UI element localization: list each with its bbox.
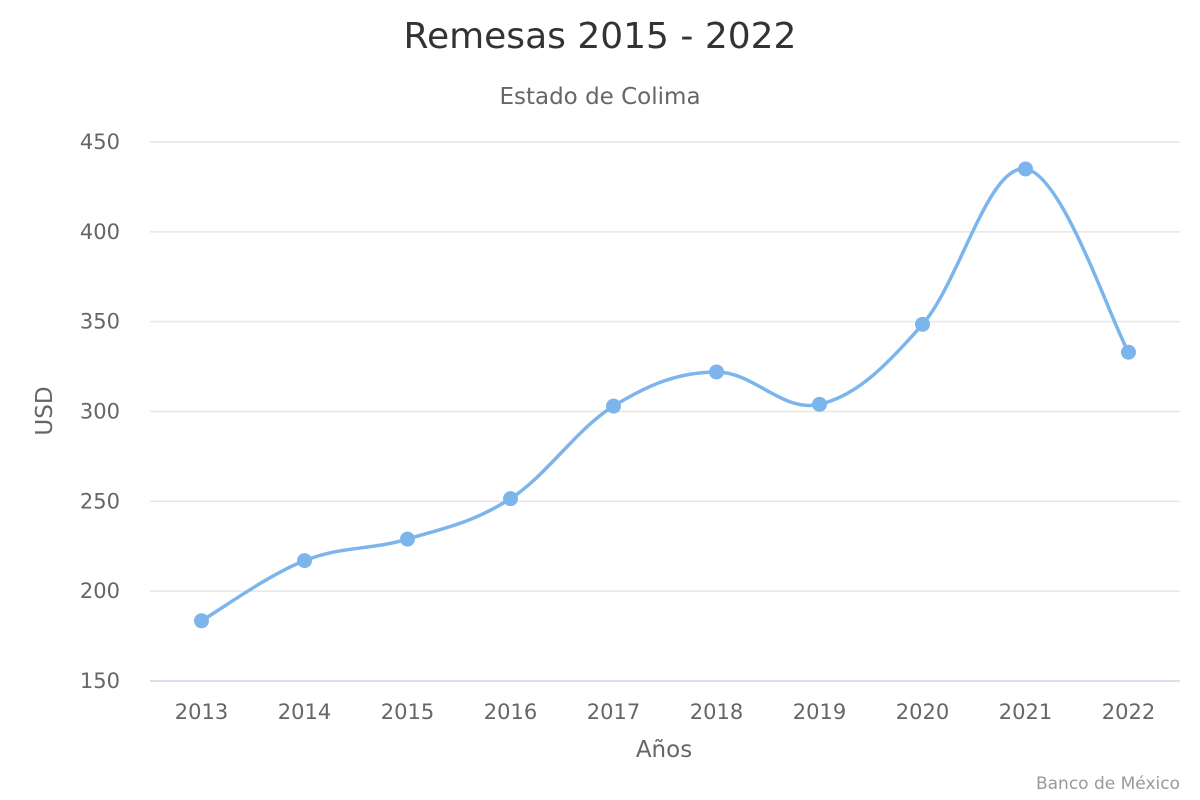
data-point-2018[interactable] [709, 364, 724, 380]
x-tick-label: 2022 [1102, 700, 1155, 724]
series-line [199, 167, 1131, 623]
x-tick-label: 2017 [587, 700, 640, 724]
data-point-2020[interactable] [915, 316, 930, 332]
chart-subtitle: Estado de Colima [499, 84, 700, 110]
x-tick-label: 2013 [175, 700, 228, 724]
data-point-2015[interactable] [400, 531, 415, 547]
y-tick-label: 150 [80, 669, 120, 693]
y-gridlines [150, 141, 1180, 682]
y-tick-label: 200 [80, 579, 120, 603]
x-tick-label: 2019 [793, 700, 846, 724]
data-point-2017[interactable] [606, 398, 621, 414]
y-tick-label: 300 [80, 400, 120, 424]
y-tick-label: 450 [80, 130, 120, 154]
x-tick-label: 2021 [999, 700, 1052, 724]
x-tick-label: 2020 [896, 700, 949, 724]
data-point-2016[interactable] [503, 491, 518, 507]
x-tick-label: 2018 [690, 700, 743, 724]
x-tick-label: 2015 [381, 700, 434, 724]
data-point-2019[interactable] [812, 396, 827, 412]
y-tick-label: 350 [80, 310, 120, 334]
credits-text[interactable]: Banco de México [1036, 774, 1180, 794]
x-tick-labels: 2013 2014 2015 2016 2017 2018 2019 2020 2021 2022 [175, 700, 1155, 724]
x-tick-label: 2014 [278, 700, 331, 724]
data-point-2021[interactable] [1018, 161, 1033, 177]
data-point-2022[interactable] [1121, 344, 1136, 360]
x-axis-title: Años [636, 737, 692, 763]
y-tick-labels: 150 200 250 300 350 400 450 [80, 130, 120, 693]
data-point-2014[interactable] [297, 553, 312, 569]
y-tick-label: 250 [80, 489, 120, 513]
chart-title: Remesas 2015 - 2022 [404, 16, 797, 57]
y-tick-label: 400 [80, 220, 120, 244]
y-axis-title: USD [32, 386, 58, 435]
data-point-2013[interactable] [194, 613, 209, 629]
series-group [194, 161, 1136, 629]
x-tick-label: 2016 [484, 700, 537, 724]
